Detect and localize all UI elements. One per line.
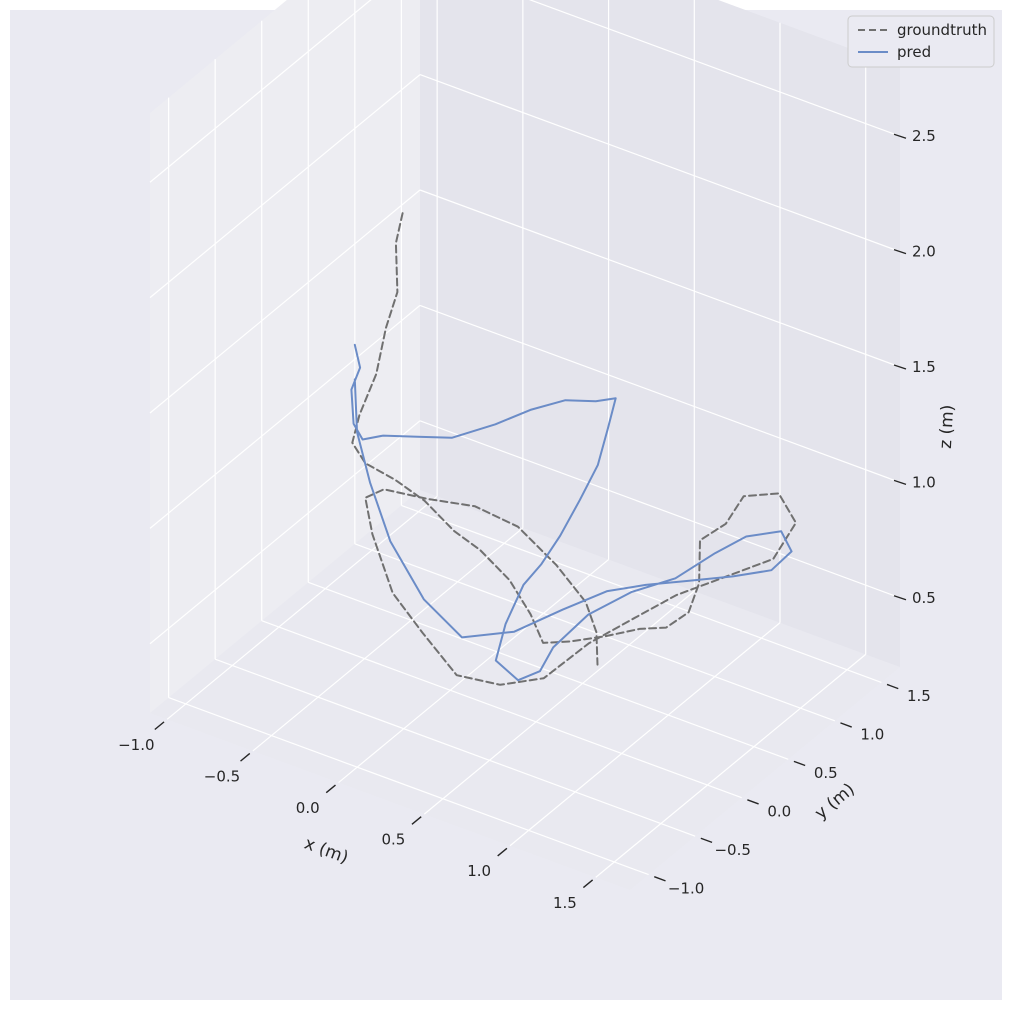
grid-line-z-left (149, 420, 421, 645)
grid-line-z-back (419, 74, 901, 253)
z-axis-label: z (m) (936, 404, 958, 449)
grid-line-y-floor (168, 697, 649, 876)
x-tick-label: 0.5 (382, 831, 406, 849)
z-tick-mark (893, 595, 907, 601)
x-tick-mark (497, 847, 508, 857)
z-tick-mark (893, 479, 907, 486)
z-tick-mark (893, 248, 907, 255)
x-tick-mark (411, 816, 422, 825)
grid-line-y-floor (308, 581, 789, 760)
x-tick-label: −1.0 (118, 736, 154, 754)
x-tick-label: −0.5 (204, 767, 240, 785)
z-tick-label: 0.5 (912, 589, 936, 607)
y-tick-label: −1.0 (668, 879, 704, 897)
y-tick-label: −0.5 (714, 841, 750, 859)
grid-line-z-left (149, 189, 421, 414)
legend: groundtruth pred (847, 15, 995, 68)
grid-line-x-floor (338, 559, 609, 783)
grid-line-z-back (419, 420, 901, 599)
grid-line-x-floor (166, 495, 438, 720)
series-line-groundtruth (351, 212, 797, 686)
x-tick-mark (240, 752, 251, 762)
y-tick-mark (700, 837, 713, 844)
grid-line-z-back (419, 189, 901, 368)
left-pane (150, 0, 420, 713)
y-tick-label: 1.5 (907, 687, 931, 705)
x-tick-mark (325, 784, 336, 794)
legend-label-groundtruth: groundtruth (897, 21, 987, 39)
grid-line-z-left (149, 304, 421, 529)
z-tick-mark (893, 364, 907, 370)
legend-box (847, 15, 995, 68)
grid-line-x-floor (509, 622, 781, 847)
y-tick-mark (654, 876, 666, 882)
z-tick-label: 2.5 (912, 127, 936, 145)
tick-labels: −1.0 −0.5 0.0 0.5 1.0 1.5 −1.0 −0.5 0.0 0.5 1.0 1.5… (118, 127, 936, 912)
x-tick-mark (154, 721, 165, 731)
series-lines (350, 212, 797, 686)
x-tick-mark (582, 879, 594, 889)
y-tick-mark (793, 760, 806, 767)
series-line-pred (350, 343, 793, 682)
grid-lines (149, 0, 901, 878)
z-tick-label: 1.0 (912, 473, 936, 491)
y-tick-label: 0.0 (767, 803, 791, 821)
grid-line-z-left (149, 0, 372, 183)
grid-line-y-floor (214, 658, 696, 837)
x-tick-label: 1.0 (467, 862, 491, 880)
grid-line-y-floor (401, 504, 882, 683)
z-tick-label: 1.5 (912, 358, 936, 376)
z-tick-label: 2.0 (912, 243, 936, 261)
x-tick-label: 0.0 (296, 799, 320, 817)
x-tick-label: 1.5 (553, 894, 577, 912)
grid-line-y-floor (354, 543, 836, 722)
y-tick-label: 1.0 (860, 726, 884, 744)
legend-label-pred: pred (897, 43, 931, 61)
z-tick-mark (893, 133, 907, 139)
y-tick-mark (886, 683, 899, 690)
grid-line-z-back (528, 0, 901, 137)
grid-line-z-left (149, 74, 421, 299)
grid-line-z-back (419, 304, 901, 483)
floor-pane (150, 490, 900, 890)
tick-marks (154, 133, 907, 889)
grid-line-x-floor (595, 653, 867, 878)
y-tick-mark (840, 722, 852, 728)
y-tick-label: 0.5 (814, 764, 838, 782)
grid-line-y-floor (261, 620, 742, 799)
grid-line-x-floor (252, 527, 524, 752)
y-tick-mark (747, 799, 759, 805)
